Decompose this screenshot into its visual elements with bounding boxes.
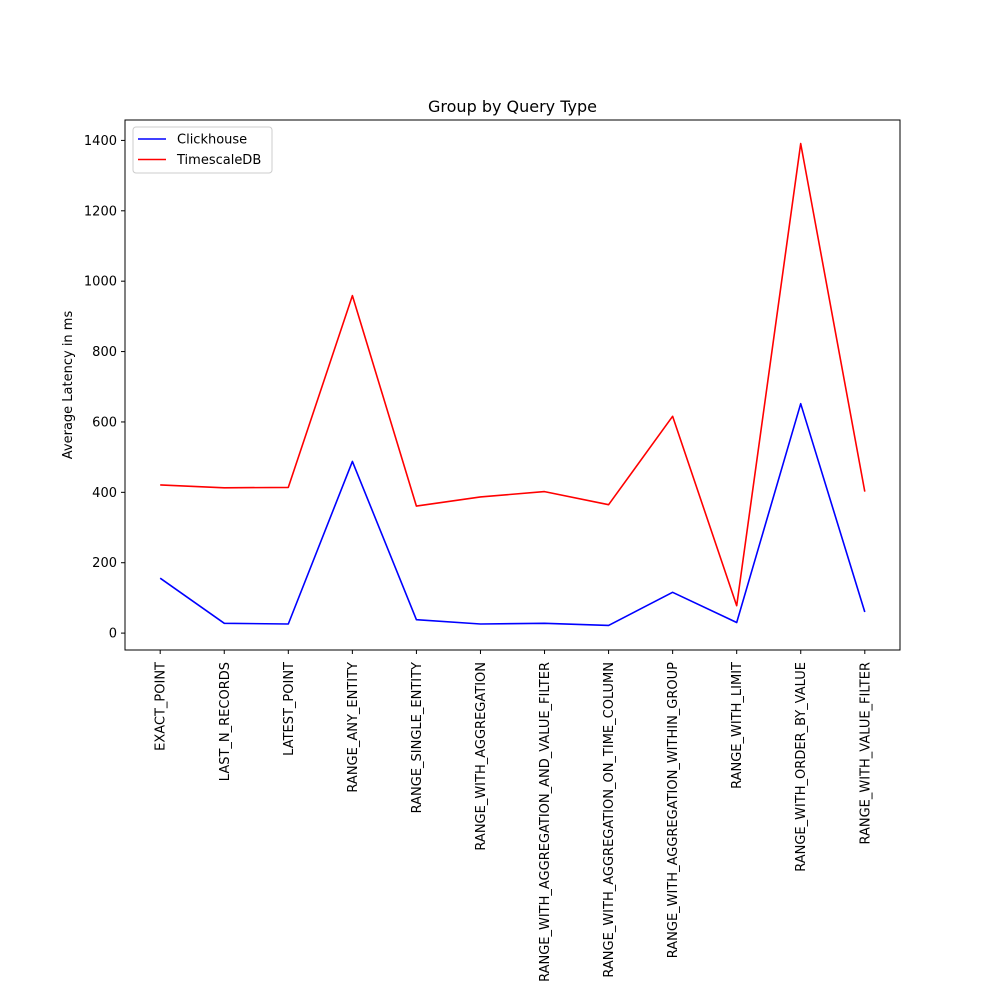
series-line-timescaledb — [160, 142, 866, 607]
y-axis-ticks: 0 200 400 600 800 1000 1200 1400 — [84, 134, 125, 642]
y-tick-label: 1000 — [84, 275, 117, 290]
series-lines — [159, 142, 866, 627]
y-tick-label: 1200 — [84, 204, 117, 219]
x-axis-ticks: EXACT_POINT LAST_N_RECORDS LATEST_POINT RAN… — [154, 650, 873, 982]
x-tick-label: RANGE_WITH_AGGREGATION — [474, 662, 489, 851]
x-tick-label: RANGE_WITH_LIMIT — [730, 662, 745, 789]
legend-label: Clickhouse — [177, 133, 247, 148]
y-tick-label: 400 — [92, 486, 117, 501]
y-tick-label: 600 — [92, 415, 117, 430]
x-tick-label: RANGE_ANY_ENTITY — [346, 662, 361, 793]
x-tick-label: LAST_N_RECORDS — [218, 662, 233, 781]
plot-frame — [124, 119, 901, 651]
x-tick-label: RANGE_WITH_VALUE_FILTER — [858, 662, 873, 845]
legend-box — [132, 126, 273, 174]
x-tick-label: RANGE_WITH_AGGREGATION_AND_VALUE_FILTER — [538, 662, 553, 982]
legend: Clickhouse TimescaleDB — [132, 126, 273, 174]
x-tick-label: EXACT_POINT — [154, 662, 169, 751]
y-tick-label: 800 — [92, 345, 117, 360]
y-axis-label: Average Latency in ms — [61, 311, 76, 460]
x-tick-label: RANGE_WITH_ORDER_BY_VALUE — [794, 662, 809, 872]
x-tick-label: RANGE_WITH_AGGREGATION_ON_TIME_COLUMN — [602, 662, 617, 978]
x-tick-label: RANGE_WITH_AGGREGATION_WITHIN_GROUP — [666, 662, 681, 958]
chart-title: Group by Query Type — [428, 97, 597, 116]
x-tick-label: RANGE_SINGLE_ENTITY — [410, 662, 425, 813]
y-tick-label: 1400 — [84, 134, 117, 149]
series-line-clickhouse — [159, 402, 866, 627]
x-tick-label: LATEST_POINT — [282, 662, 297, 756]
legend-label: TimescaleDB — [176, 153, 261, 168]
y-tick-label: 0 — [109, 627, 117, 642]
y-tick-label: 200 — [92, 556, 117, 571]
